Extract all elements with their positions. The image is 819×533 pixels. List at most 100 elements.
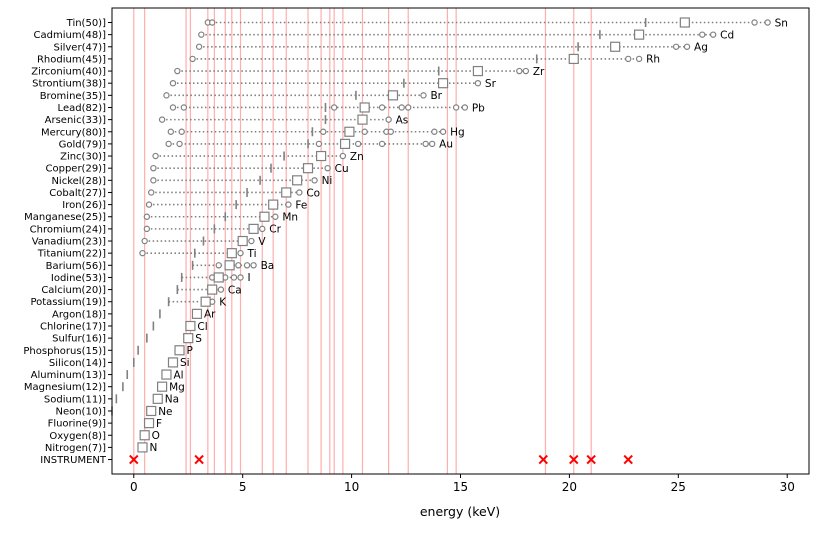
x-tick-label: 10 xyxy=(344,480,359,494)
edge-square-marker xyxy=(213,272,224,283)
element-symbol-label: Mn xyxy=(282,212,298,224)
x-tick-label: 0 xyxy=(130,480,138,494)
emission-dot xyxy=(174,67,181,75)
emission-dot xyxy=(330,104,338,111)
y-tick-label: Rhodium(45)] xyxy=(37,54,106,65)
emission-dot xyxy=(148,189,155,196)
emission-dot xyxy=(189,55,196,63)
emission-dot xyxy=(387,128,394,135)
x-tick-label: 5 xyxy=(239,480,247,494)
element-symbol-label: Al xyxy=(173,369,183,381)
edge-square-marker xyxy=(143,418,155,429)
emission-dot xyxy=(237,274,244,281)
emission-dot xyxy=(398,104,405,111)
y-tick-label: Calcium(20)] xyxy=(41,285,106,296)
y-tick-label: Vanadium(23)] xyxy=(32,237,106,248)
y-tick-label: Copper(29)] xyxy=(46,164,107,175)
y-tick-label: Barium(56)] xyxy=(46,261,106,272)
y-tick-label: Magnesium(12)] xyxy=(24,382,106,393)
edge-square-marker xyxy=(156,381,168,392)
emission-dot xyxy=(143,213,151,220)
edge-square-marker xyxy=(183,333,194,344)
element-symbol-label: Na xyxy=(165,394,179,406)
edge-square-marker xyxy=(146,405,157,417)
emission-dot xyxy=(361,128,368,135)
instrument-x-marker xyxy=(623,454,633,465)
emission-dot xyxy=(683,43,691,50)
emission-dot xyxy=(625,55,632,63)
edge-square-marker xyxy=(568,53,579,65)
edge-square-marker xyxy=(167,357,179,368)
element-symbol-label: Ni xyxy=(322,175,333,187)
element-symbol-label: Zr xyxy=(533,66,545,78)
emission-dot xyxy=(198,31,205,38)
edge-square-marker xyxy=(610,41,621,52)
emission-dot xyxy=(405,104,412,111)
plot-frame xyxy=(111,7,810,475)
element-symbol-label: K xyxy=(219,297,227,309)
instrument-x-marker xyxy=(194,454,204,465)
emission-dot xyxy=(296,189,303,196)
x-tick-label: 30 xyxy=(780,480,795,494)
emission-dot xyxy=(522,67,530,75)
emission-dot xyxy=(235,262,242,269)
emission-dot xyxy=(461,104,469,111)
element-symbol-label: As xyxy=(396,114,409,126)
instrument-x-marker xyxy=(129,454,139,465)
emission-dot xyxy=(378,104,386,111)
emission-dot xyxy=(237,249,244,257)
emission-dot xyxy=(452,104,460,111)
y-tick-label: Mercury(80)] xyxy=(41,127,106,138)
element-symbol-label: Co xyxy=(306,187,320,199)
emission-dot xyxy=(272,213,279,220)
y-tick-label: Oxygen(8)] xyxy=(49,431,106,442)
instrument-x-marker xyxy=(538,454,548,465)
edge-square-marker xyxy=(259,211,270,222)
y-tick-label: Manganese(25)] xyxy=(24,212,106,223)
element-symbol-label: F xyxy=(156,418,162,430)
element-symbol-label: Ba xyxy=(261,260,275,272)
element-symbol-label: Si xyxy=(180,357,190,369)
element-symbol-label: Ca xyxy=(228,284,242,296)
element-symbol-label: N xyxy=(149,442,157,454)
emission-dot xyxy=(431,128,438,135)
emission-dot xyxy=(285,201,292,208)
edge-square-marker xyxy=(387,90,399,101)
element-symbol-label: Ne xyxy=(158,406,172,418)
emission-dot xyxy=(354,140,362,148)
emission-dot xyxy=(259,225,266,233)
emission-dot xyxy=(163,92,170,99)
emission-dot xyxy=(516,67,523,75)
edge-square-marker xyxy=(248,223,259,234)
y-tick-label: Silicon(14)] xyxy=(49,358,106,369)
element-symbol-label: Br xyxy=(430,90,442,102)
emission-dot xyxy=(385,116,392,123)
edge-square-marker xyxy=(344,126,355,137)
y-tick-label: Bromine(35)] xyxy=(40,91,106,102)
emission-dot xyxy=(150,164,157,172)
emission-dot xyxy=(764,19,771,26)
x-tick-label: 15 xyxy=(453,480,468,494)
edge-square-marker xyxy=(152,393,163,404)
emission-dot xyxy=(215,262,222,269)
emission-dot xyxy=(169,104,177,111)
element-symbol-label: Cu xyxy=(335,163,349,175)
y-tick-label: Lead(82)] xyxy=(58,103,107,114)
edge-square-marker xyxy=(437,78,449,89)
emission-dot xyxy=(243,262,251,269)
y-tick-label: INSTRUMENT xyxy=(40,455,107,466)
y-tick-label: Cadmium(48)] xyxy=(34,30,107,41)
edge-square-marker xyxy=(139,430,150,441)
y-tick-label: Neon(10)] xyxy=(55,406,106,417)
emission-dot xyxy=(230,274,238,281)
edge-square-marker xyxy=(316,150,327,162)
emission-dot xyxy=(208,19,216,26)
emission-dot xyxy=(169,79,177,87)
emission-dot xyxy=(150,177,157,184)
edge-square-marker xyxy=(359,102,370,113)
y-tick-label: Zirconium(40)] xyxy=(31,67,106,78)
edge-square-marker xyxy=(161,369,172,380)
y-tick-label: Gold(79)] xyxy=(59,139,107,150)
instrument-x-marker xyxy=(586,454,596,465)
